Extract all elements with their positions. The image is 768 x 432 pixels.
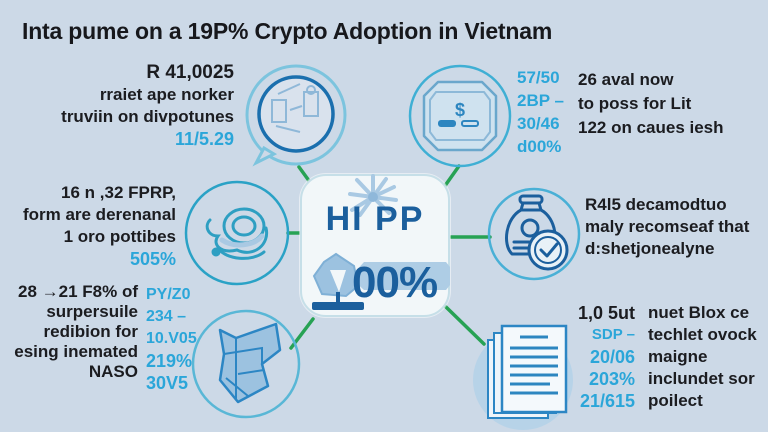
- badge-title: HI PP: [325, 200, 425, 238]
- callout-text: inclundet sor: [648, 369, 755, 388]
- callout-mid-left: 16 n ,32 FPRP, form are derenanal 1 oro …: [0, 182, 176, 270]
- callout-text: R4l5 decamodtuo: [585, 195, 727, 214]
- callout-stat: 20/06: [589, 347, 635, 367]
- callout-text: form are derenanal: [22, 205, 176, 224]
- callout-top-right-text: 26 aval now to poss for Lit 122 on caues…: [578, 68, 763, 140]
- callout-stat: 21/615: [579, 391, 635, 411]
- callout-stat: 505%: [129, 249, 176, 269]
- callout-text: 28 →21 F8% of: [18, 282, 138, 301]
- callout-top-left: R 41,0025 rraiet ape norker truviin on d…: [36, 62, 234, 150]
- callout-stat: 2BP –: [517, 91, 564, 110]
- hand-flag-icon: [312, 252, 364, 310]
- callout-stat: 57/50: [517, 68, 560, 87]
- callout-text: surpersuile: [46, 302, 138, 321]
- callout-text: techlet ovock: [648, 325, 757, 344]
- callout-text: to poss for Lit: [578, 94, 692, 113]
- page-title: Inta pume on a 19P% Crypto Adoption in V…: [22, 18, 553, 44]
- callout-text: maly recomseaf that: [585, 217, 750, 236]
- callout-text: NASO: [88, 362, 138, 381]
- vault-icon: $: [408, 64, 512, 168]
- center-badge: HI PP 00%: [300, 174, 450, 317]
- money-bag-check-icon: [487, 187, 581, 281]
- callout-text: 122 on caues iesh: [578, 118, 724, 137]
- callout-stat: PY/Z0: [146, 286, 191, 303]
- callout-stat: 234 –: [146, 308, 187, 325]
- callout-lead: 1,0 5ut: [577, 303, 635, 323]
- svg-text:$: $: [455, 100, 465, 120]
- callout-stat: 30/46: [517, 114, 560, 133]
- callout-stat: 203%: [588, 369, 635, 389]
- callout-stat: SDP –: [591, 326, 635, 343]
- callout-bottom-left-text: 28 →21 F8% of surpersuile redibion for e…: [8, 282, 138, 382]
- callout-bottom-right-text: nuet Blox ce techlet ovock maigne inclun…: [648, 302, 768, 412]
- callout-stat: 11/5.29: [174, 129, 234, 149]
- callout-text: maigne: [648, 347, 708, 366]
- callout-mid-right-text: R4l5 decamodtuo maly recomseaf that d:sh…: [585, 194, 768, 260]
- callout-text: R 41,0025: [146, 62, 234, 83]
- badge-value: 00%: [352, 258, 438, 307]
- callout-text: redibion for: [43, 322, 138, 341]
- carton-icon: [191, 309, 301, 419]
- callout-stat: 219%: [146, 351, 193, 371]
- callout-text: 1 oro pottibes: [63, 227, 176, 246]
- speech-magnifier-icon: [245, 64, 347, 167]
- callout-bottom-right-stats: 1,0 5ut SDP – 20/06 203% 21/615: [553, 302, 635, 412]
- callout-text: d:shetjonealyne: [585, 239, 715, 258]
- documents-icon: [473, 324, 573, 430]
- callout-text: rraiet ape norker: [99, 85, 234, 104]
- callout-top-right-stats: 57/50 2BP – 30/46 d00%: [517, 66, 573, 158]
- callout-text: 16 n ,32 FPRP,: [61, 183, 176, 202]
- callout-stat: d00%: [517, 137, 562, 156]
- callout-stat: 10.V05: [146, 330, 197, 347]
- callout-bottom-left-stats: PY/Z0 234 – 10.V05 219% 30V5: [146, 284, 198, 394]
- callout-text: poilect: [648, 391, 703, 410]
- callout-text: esing inemated: [14, 342, 138, 361]
- starburst-icon: [348, 174, 398, 217]
- callout-text: 26 aval now: [578, 70, 674, 89]
- callout-text: nuet Blox ce: [648, 303, 750, 322]
- swirl-icon: [184, 180, 290, 286]
- badge-banner: [350, 262, 450, 290]
- callout-text: truviin on divpotunes: [61, 107, 234, 126]
- callout-stat: 30V5: [146, 373, 189, 393]
